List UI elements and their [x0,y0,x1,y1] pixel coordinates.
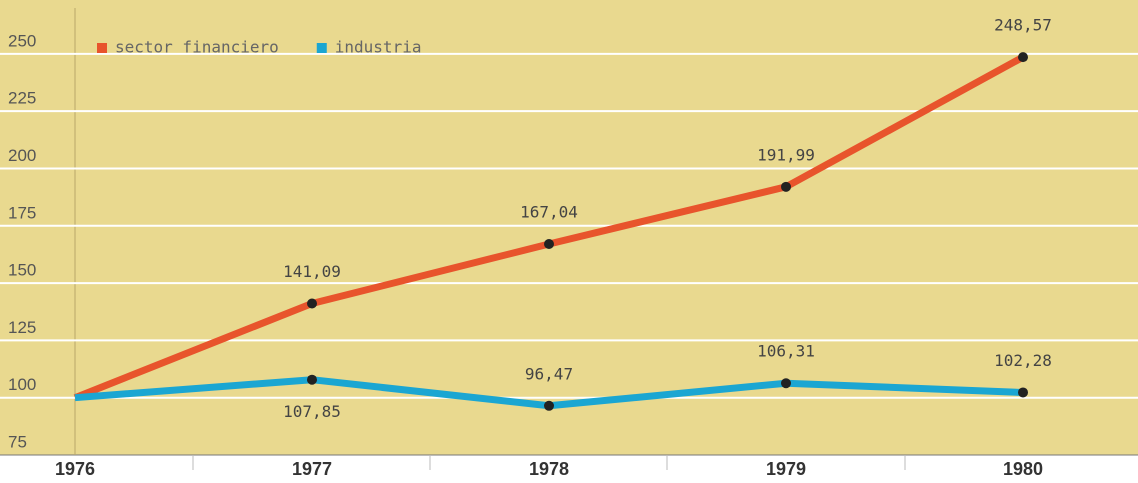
data-label: 191,99 [757,145,815,164]
data-label: 96,47 [525,364,573,383]
data-point [781,378,791,389]
data-label: 167,04 [520,203,578,222]
legend-swatch [97,43,107,53]
y-tick-label: 100 [8,375,36,394]
data-point [544,239,554,250]
y-tick-label: 75 [8,432,27,451]
data-label: 102,28 [994,351,1052,370]
data-label: 107,85 [283,402,341,421]
data-point [781,181,791,192]
legend-label: sector financiero [115,38,279,57]
plot-background [0,0,1138,455]
x-separators [192,455,906,470]
data-label: 141,09 [283,262,341,281]
legend-swatch [316,43,327,53]
data-label: 106,31 [757,342,815,361]
y-tick-label: 225 [8,89,36,108]
y-tick-label: 200 [8,146,36,165]
x-tick-label: 1979 [766,459,806,479]
x-tick-label: 1980 [1003,459,1043,479]
y-tick-label: 175 [8,203,36,222]
data-label: 248,57 [994,16,1052,35]
data-point [1018,52,1028,63]
data-point [1018,387,1028,398]
data-point [307,298,317,309]
y-tick-label: 125 [8,318,36,337]
data-point [544,400,554,411]
x-tick-label: 1978 [529,459,569,479]
x-tick-label: 1976 [55,459,95,479]
legend-label: industria [335,38,422,57]
y-tick-label: 250 [8,31,36,50]
y-tick-label: 150 [8,261,36,280]
data-point [307,374,317,385]
x-tick-label: 1977 [292,459,332,479]
